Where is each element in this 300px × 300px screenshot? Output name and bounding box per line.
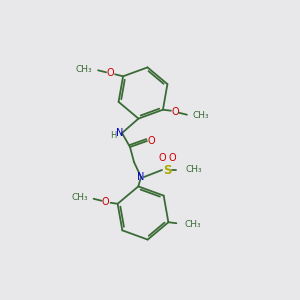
Text: CH₃: CH₃ <box>186 166 202 175</box>
Text: S: S <box>163 164 171 176</box>
Text: O: O <box>147 136 155 146</box>
Text: CH₃: CH₃ <box>76 65 92 74</box>
Text: O: O <box>168 153 176 163</box>
Text: N: N <box>116 128 124 138</box>
Text: N: N <box>137 172 145 182</box>
Text: CH₃: CH₃ <box>71 193 88 202</box>
Text: O: O <box>106 68 114 78</box>
Text: H: H <box>110 131 116 140</box>
Text: O: O <box>171 107 179 117</box>
Text: CH₃: CH₃ <box>193 111 209 120</box>
Text: CH₃: CH₃ <box>184 220 201 229</box>
Text: O: O <box>102 197 110 207</box>
Text: O: O <box>158 153 166 163</box>
